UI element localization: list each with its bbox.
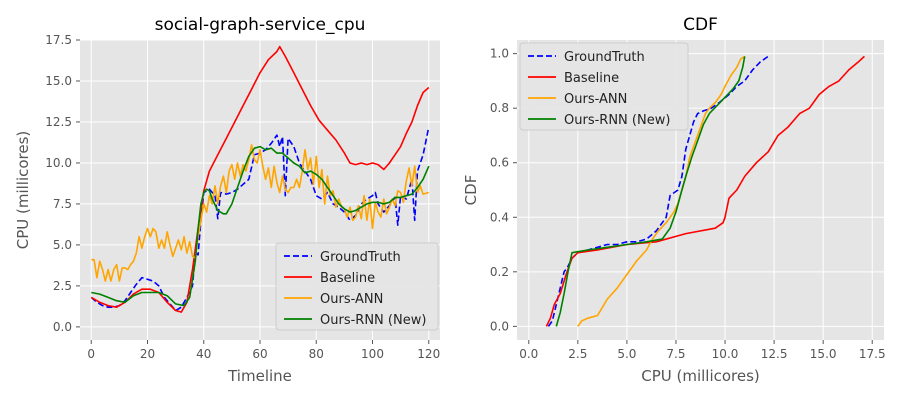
chart1-x-tick-label: 60 [252,347,267,361]
chart2-legend-label-ours-ann: Ours-ANN [564,92,627,107]
chart1-x-tick-label: 40 [196,347,211,361]
chart1-y-tick-label: 0.0 [53,320,72,334]
chart2-y-axis-label: CDF [462,175,480,206]
chart2-y-tick-label: 0.4 [490,210,509,224]
chart1-y-tick-label: 15.0 [45,74,72,88]
chart1-x-tick-label: 20 [140,347,155,361]
chart1-legend: GroundTruth Baseline Ours-ANN Ours-RNN (New… [275,242,439,331]
chart1-x-tick-label: 80 [309,347,324,361]
chart2-x-tick-label: 7.5 [666,347,685,361]
chart2-y-tick-label: 0.8 [490,101,509,115]
chart2-title: CDF [683,15,718,35]
chart2-x-tick-label: 12.5 [761,347,788,361]
chart1: 0 20 40 60 80 100 120 0.0 2.5 5.0 7.5 10.0 12.5 15.0 1… [14,15,440,385]
chart2-legend-label-baseline: Baseline [564,71,619,86]
chart2: 0.0 2.5 5.0 7.5 10.0 12.5 15.0 17.5 0.0 0.2 0.4 0.6… [462,15,886,385]
chart2-x-tick-label: 15.0 [810,347,837,361]
chart2-x-tick-label: 17.5 [859,347,886,361]
chart2-y-tick-label: 1.0 [490,47,509,61]
chart1-x-tick-label: 120 [417,347,440,361]
chart1-legend-label-baseline: Baseline [320,271,375,286]
chart1-x-tick-label: 0 [87,347,95,361]
chart2-x-tick-label: 0.0 [519,347,538,361]
chart1-x-tick-label: 100 [361,347,384,361]
chart2-x-axis-label: CPU (millicores) [641,367,760,385]
chart2-x-tick-label: 10.0 [712,347,739,361]
chart2-y-tick-label: 0.0 [490,319,509,333]
chart1-y-tick-label: 12.5 [45,115,72,129]
chart2-x-tick-label: 5.0 [617,347,636,361]
chart1-legend-label-groundtruth: GroundTruth [320,250,401,265]
chart1-legend-box [275,242,439,331]
chart1-y-tick-label: 7.5 [53,197,72,211]
chart1-series-ours-ann [91,144,430,282]
chart1-title: social-graph-service_cpu [155,15,366,35]
chart1-y-axis-label: CPU (millicores) [14,131,32,250]
chart2-legend: GroundTruth Baseline Ours-ANN Ours-RNN (New… [519,42,689,131]
chart1-y-tick-label: 17.5 [45,33,72,47]
chart1-y-tick-label: 2.5 [53,279,72,293]
chart2-legend-label-groundtruth: GroundTruth [564,50,645,65]
chart1-series-ours-rnn-new [91,145,430,307]
chart2-series-ours-rnn-new [555,56,746,327]
chart1-legend-label-ours-rnn-new: Ours-RNN (New) [320,313,426,328]
chart2-legend-label-ours-rnn-new: Ours-RNN (New) [564,113,670,128]
chart1-y-tick-label: 10.0 [45,156,72,170]
chart2-legend-box [519,42,689,131]
chart1-legend-label-ours-ann: Ours-ANN [320,292,383,307]
chart2-y-tick-label: 0.2 [490,265,509,279]
chart2-x-tick-label: 2.5 [568,347,587,361]
chart1-y-tick-label: 5.0 [53,238,72,252]
chart1-x-axis-label: Timeline [227,367,292,385]
chart2-y-tick-label: 0.6 [490,156,509,170]
